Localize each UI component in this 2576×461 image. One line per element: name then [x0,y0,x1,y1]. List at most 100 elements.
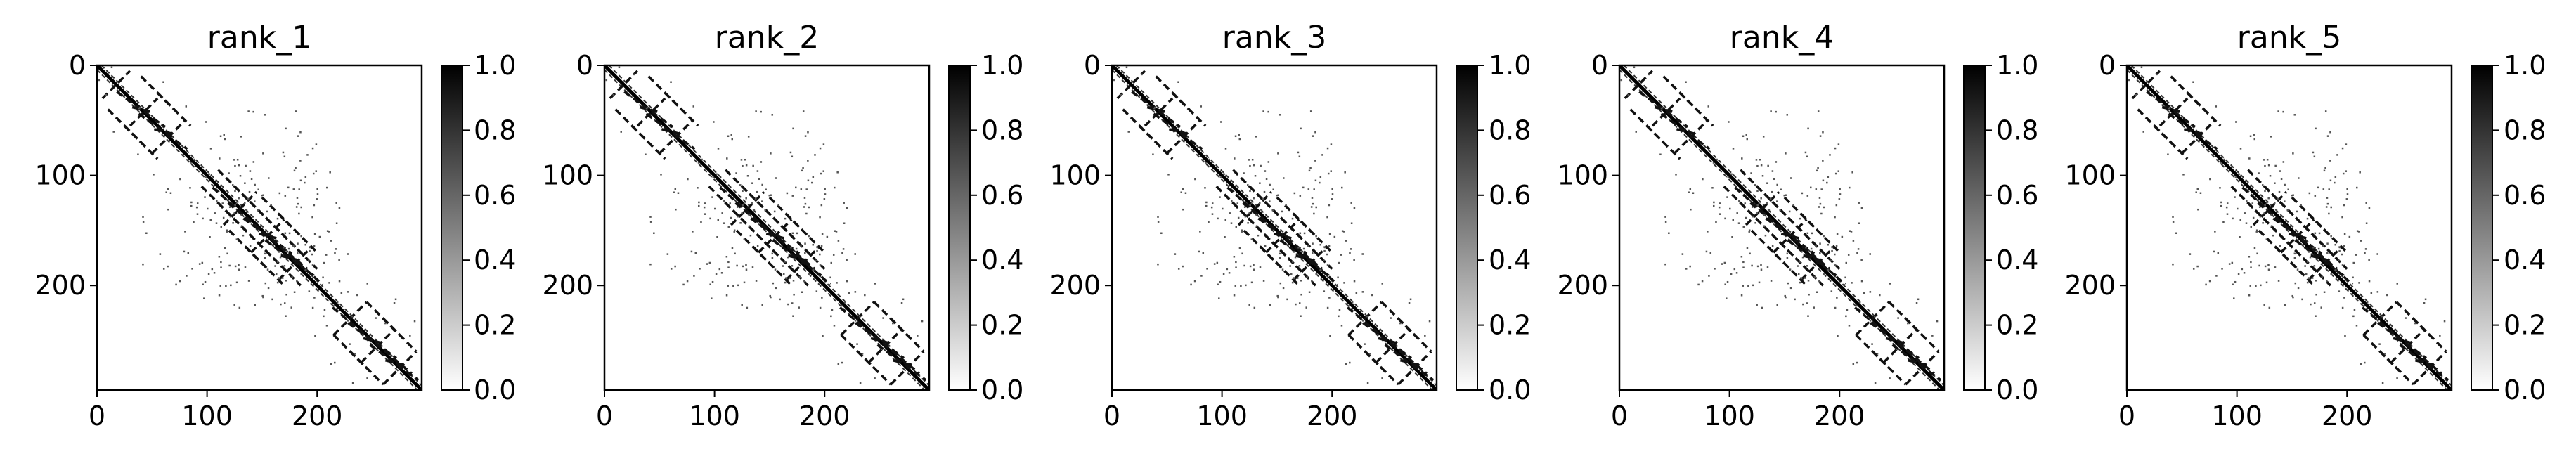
contact-dot [1759,158,1761,161]
contact-dot [1786,252,1789,255]
contact-dot [792,280,795,282]
contact-dot [1917,298,1920,301]
contact-dot [2334,181,2336,184]
contact-dot [323,315,325,318]
contact-dot [805,188,808,190]
contact-dot [1249,204,1251,207]
contact-dot [1328,297,1331,299]
contact-dot [2308,277,2310,280]
contact-dot [142,221,145,223]
contact-segment [1399,359,1418,366]
contact-dot [2246,200,2248,202]
contact-dot [2315,127,2317,130]
contact-dot [2231,261,2234,264]
contact-dot [807,160,809,162]
contact-dot [2251,202,2254,204]
contact-dot [1328,245,1331,247]
contact-dot [208,173,210,176]
contact-segment [1397,317,1432,353]
contact-segment [1116,70,1146,100]
contact-dot [1219,176,1222,178]
contact-dot [822,170,825,172]
contact-dot [1746,247,1749,249]
contact-dot [690,250,693,253]
contact-dot [2396,283,2399,285]
contact-dot [1349,252,1351,254]
contact-dot [1300,315,1302,317]
contact-dot [2232,283,2234,286]
contact-segment [752,246,793,287]
contact-dot [1353,207,1356,209]
contact-dot [2344,335,2346,337]
contact-segment [623,91,674,129]
contact-dot [2365,222,2368,224]
contact-dot [1293,192,1296,195]
contact-dot [335,222,338,224]
contact-dot [1817,167,1819,169]
contact-dot [1660,107,1663,110]
contact-dot [2234,196,2236,198]
contact-dot [859,315,861,318]
contact-dot [1830,290,1833,292]
contact-dot [715,273,718,275]
contact-dot [1330,170,1333,172]
contact-dot [304,268,307,271]
contact-dot [2304,265,2306,267]
contact-dot [727,285,730,287]
contact-dot [1766,182,1768,184]
contact-dot [2356,230,2359,232]
contact-dot [812,243,815,246]
contact-dot [287,186,290,189]
contact-dot [282,151,285,154]
contact-dot [2312,247,2315,249]
contact-dot [1253,164,1255,167]
contact-dot [2266,158,2269,161]
heatmap-area [1618,64,1946,391]
contact-dot [2214,230,2216,233]
contact-dot [737,284,739,287]
contact-dot [2386,294,2388,297]
contact-dot [240,225,243,227]
contact-segment [1740,169,1841,270]
contact-segment [2146,91,2196,129]
contact-dot [1217,283,1219,286]
contact-dot [2292,152,2294,155]
contact-dot [752,164,754,167]
contact-dot [1291,217,1294,220]
contact-dot [229,215,232,218]
contact-dot [791,155,794,158]
contact-dot [1253,264,1255,266]
contact-dot [2267,268,2270,271]
y-tick-label: 100 [1049,160,1101,191]
contact-dot [2423,302,2426,304]
contact-dot [1174,253,1177,255]
contact-dot [224,138,226,141]
contact-segment [1870,322,1920,359]
contact-dot [2357,230,2360,233]
contact-segment [250,219,285,254]
contact-dot [2239,236,2241,238]
contact-dot [2277,110,2279,112]
contact-dot [1241,230,1243,233]
contact-dot [220,261,222,264]
contact-dot [714,207,716,210]
contact-dot [233,212,235,214]
contact-dot [739,222,742,224]
contact-segment [1745,190,1780,226]
contact-dot [1748,229,1751,231]
contact-segment [636,97,666,127]
contact-dot [2355,325,2358,327]
x-tick-label: 200 [292,401,343,431]
contact-dot [808,273,810,275]
contact-dot [1257,234,1260,237]
contact-dot [744,158,746,161]
contact-dot [716,173,718,176]
contact-segment [1800,246,1835,281]
contact-dot [205,176,207,178]
contact-dot [1633,66,1636,69]
contact-dot [297,202,299,205]
contact-dot [268,177,270,179]
contact-dot [1834,306,1837,309]
contact-segment [2186,91,2222,127]
contact-dot [1253,268,1255,271]
